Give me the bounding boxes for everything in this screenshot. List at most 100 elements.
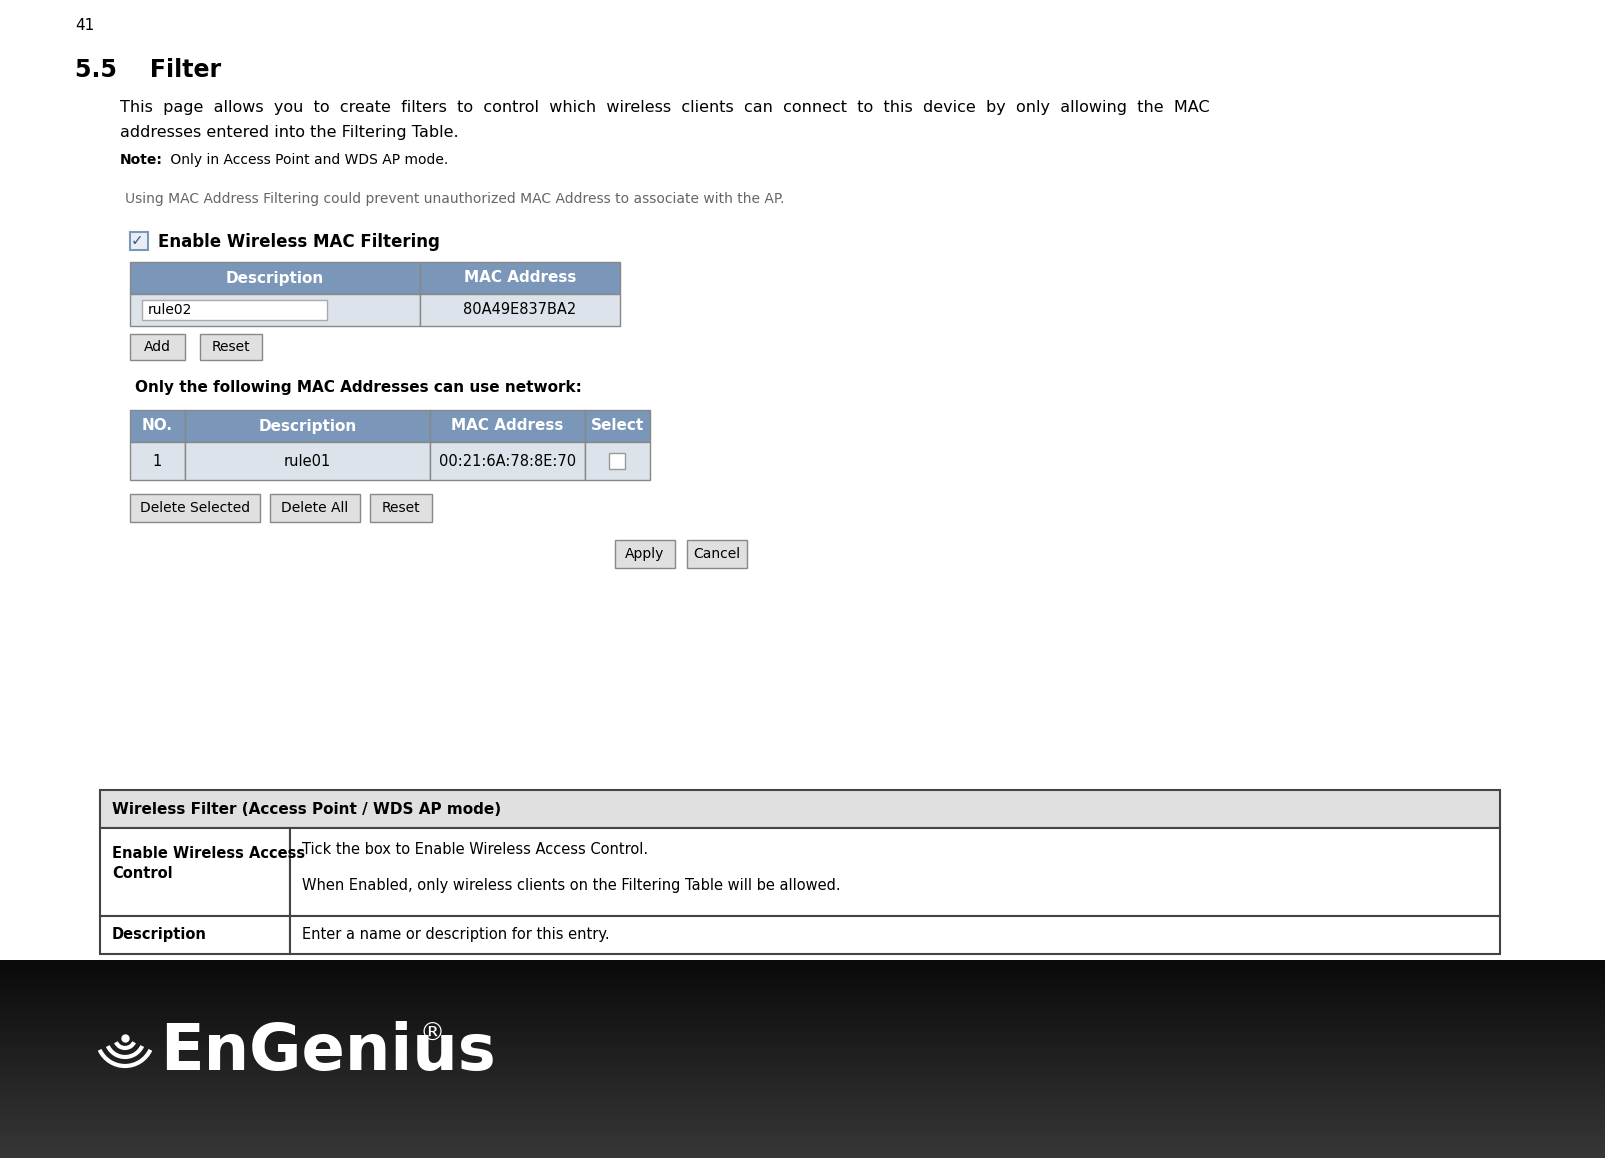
- Text: Only in Access Point and WDS AP mode.: Only in Access Point and WDS AP mode.: [165, 153, 448, 167]
- Text: ✓: ✓: [132, 233, 144, 248]
- Text: Add: Add: [144, 340, 170, 354]
- Bar: [0, 1071, 1605, 1073]
- Bar: [291, 916, 1499, 954]
- Bar: [0, 1028, 1605, 1029]
- Text: Only the following MAC Addresses can use network:: Only the following MAC Addresses can use…: [135, 380, 581, 395]
- Bar: [0, 1119, 1605, 1121]
- Text: rule02: rule02: [148, 303, 193, 317]
- Text: MAC Address: MAC Address: [451, 418, 563, 433]
- Bar: [0, 1122, 1605, 1124]
- Text: Reset: Reset: [212, 340, 250, 354]
- Bar: [0, 997, 1605, 999]
- Bar: [0, 1060, 1605, 1061]
- Bar: [0, 1069, 1605, 1071]
- Text: When Enabled, only wireless clients on the Filtering Table will be allowed.: When Enabled, only wireless clients on t…: [302, 878, 839, 893]
- Bar: [0, 1067, 1605, 1068]
- Text: This  page  allows  you  to  create  filters  to  control  which  wireless  clie: This page allows you to create filters t…: [120, 100, 1209, 115]
- Bar: [0, 1092, 1605, 1094]
- Bar: [584, 410, 650, 442]
- Bar: [0, 1040, 1605, 1042]
- Bar: [0, 1134, 1605, 1136]
- Bar: [0, 1148, 1605, 1149]
- Bar: [0, 1123, 1605, 1126]
- Text: MAC Address: MAC Address: [464, 271, 576, 286]
- Bar: [0, 1153, 1605, 1155]
- Bar: [0, 1002, 1605, 1004]
- Bar: [0, 963, 1605, 965]
- Bar: [0, 985, 1605, 987]
- Bar: [0, 1029, 1605, 1032]
- Bar: [0, 1032, 1605, 1034]
- Bar: [0, 1095, 1605, 1098]
- Bar: [0, 1023, 1605, 1025]
- Bar: [0, 1117, 1605, 1120]
- Bar: [0, 987, 1605, 989]
- Bar: [0, 1060, 1605, 1062]
- Bar: [0, 961, 1605, 963]
- Bar: [0, 1023, 1605, 1024]
- Bar: [0, 1135, 1605, 1137]
- Bar: [421, 262, 620, 294]
- Bar: [0, 972, 1605, 973]
- Bar: [0, 1067, 1605, 1069]
- Bar: [0, 1049, 1605, 1051]
- Bar: [0, 1083, 1605, 1085]
- Bar: [687, 540, 746, 569]
- Bar: [0, 1148, 1605, 1150]
- Text: 00:21:6A:78:8E:70: 00:21:6A:78:8E:70: [438, 454, 576, 469]
- Text: Tick the box to Enable Wireless Access Control.: Tick the box to Enable Wireless Access C…: [302, 842, 648, 857]
- Bar: [0, 970, 1605, 972]
- Bar: [0, 1075, 1605, 1077]
- Bar: [0, 998, 1605, 1001]
- Bar: [0, 975, 1605, 977]
- Bar: [141, 300, 327, 320]
- Text: Description: Description: [258, 418, 356, 433]
- Bar: [0, 1094, 1605, 1095]
- Bar: [0, 992, 1605, 994]
- Text: Note:: Note:: [120, 153, 162, 167]
- Bar: [0, 1114, 1605, 1116]
- Bar: [0, 1151, 1605, 1153]
- Bar: [0, 991, 1605, 994]
- Bar: [0, 1107, 1605, 1109]
- Bar: [0, 1009, 1605, 1011]
- Bar: [0, 1142, 1605, 1144]
- Bar: [0, 1133, 1605, 1134]
- Bar: [0, 966, 1605, 968]
- Bar: [0, 1105, 1605, 1107]
- Bar: [0, 972, 1605, 974]
- Bar: [185, 410, 430, 442]
- Bar: [0, 1076, 1605, 1078]
- Bar: [0, 1050, 1605, 1051]
- Bar: [0, 1024, 1605, 1026]
- Text: Enable Wireless MAC Filtering: Enable Wireless MAC Filtering: [157, 233, 440, 251]
- Bar: [0, 1031, 1605, 1033]
- Bar: [0, 1025, 1605, 1027]
- Bar: [0, 1072, 1605, 1073]
- Bar: [0, 995, 1605, 997]
- Bar: [0, 1026, 1605, 1028]
- Bar: [0, 1035, 1605, 1038]
- Bar: [0, 1048, 1605, 1050]
- Bar: [0, 1016, 1605, 1017]
- Text: Cancel: Cancel: [693, 547, 740, 560]
- Bar: [0, 1143, 1605, 1145]
- Bar: [130, 410, 185, 442]
- Bar: [0, 1041, 1605, 1043]
- Bar: [0, 981, 1605, 983]
- Bar: [0, 1077, 1605, 1079]
- Bar: [0, 1019, 1605, 1021]
- Bar: [0, 976, 1605, 979]
- Bar: [0, 1109, 1605, 1111]
- Bar: [0, 1126, 1605, 1128]
- Bar: [0, 1062, 1605, 1064]
- Bar: [430, 410, 584, 442]
- Bar: [291, 828, 1499, 916]
- Bar: [0, 1057, 1605, 1060]
- Bar: [0, 1104, 1605, 1105]
- Text: ®: ®: [421, 1023, 445, 1046]
- Bar: [0, 1133, 1605, 1135]
- Bar: [0, 1046, 1605, 1048]
- Bar: [0, 1082, 1605, 1084]
- Bar: [0, 1058, 1605, 1060]
